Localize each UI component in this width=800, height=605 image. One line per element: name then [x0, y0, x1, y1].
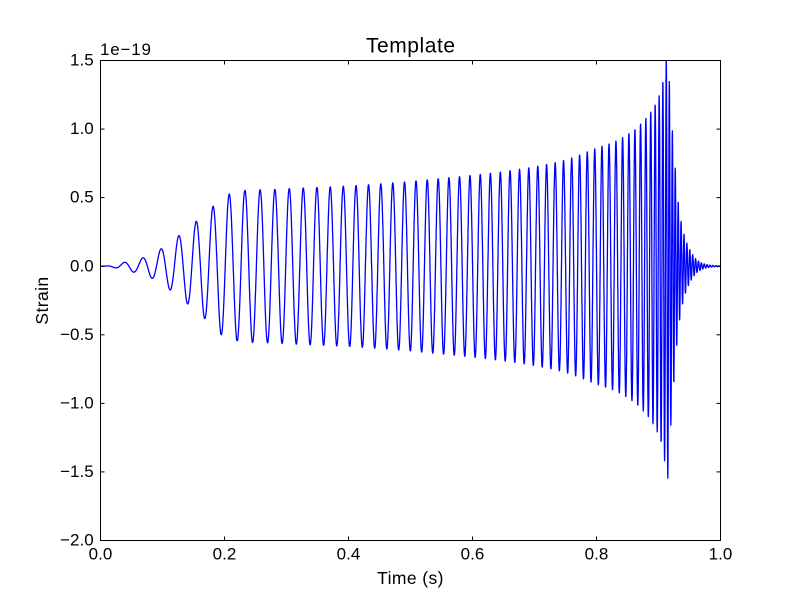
- svg-text:Template: Template: [366, 34, 456, 57]
- svg-text:−0.5: −0.5: [60, 325, 94, 344]
- svg-text:0.0: 0.0: [89, 544, 113, 563]
- svg-text:−2.0: −2.0: [60, 531, 94, 550]
- svg-text:1.0: 1.0: [70, 119, 94, 138]
- svg-text:0.8: 0.8: [585, 544, 609, 563]
- svg-text:−1.5: −1.5: [60, 462, 94, 481]
- svg-text:Strain: Strain: [32, 276, 52, 324]
- svg-text:0.4: 0.4: [337, 544, 361, 563]
- svg-text:−1.0: −1.0: [60, 394, 94, 413]
- svg-text:1e−19: 1e−19: [100, 40, 152, 59]
- svg-text:0.2: 0.2: [213, 544, 237, 563]
- svg-text:1.0: 1.0: [709, 544, 733, 563]
- svg-text:Time (s): Time (s): [377, 568, 444, 588]
- svg-text:1.5: 1.5: [70, 51, 94, 70]
- svg-text:0.0: 0.0: [70, 256, 94, 275]
- svg-text:0.6: 0.6: [461, 544, 485, 563]
- svg-text:0.5: 0.5: [70, 188, 94, 207]
